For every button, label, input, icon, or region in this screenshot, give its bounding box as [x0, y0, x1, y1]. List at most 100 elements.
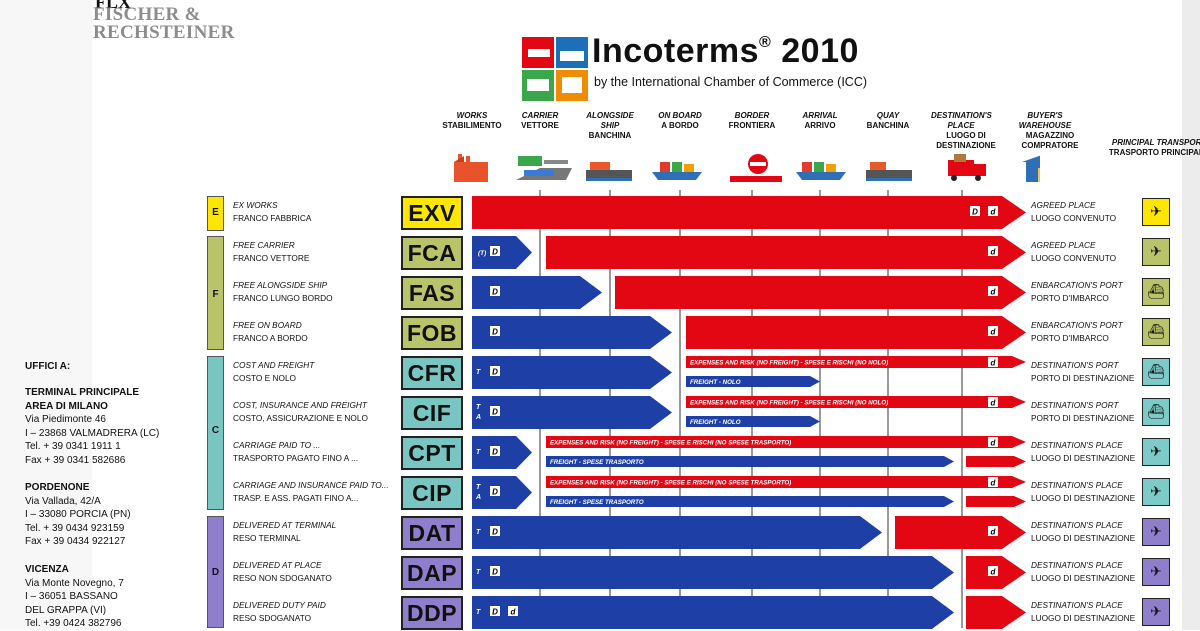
column-header-en: WORKS	[456, 111, 488, 120]
fob-d-marker	[490, 326, 500, 336]
incoterm-name-en: EX WORKS	[233, 200, 278, 210]
office-line: I – 23868 VALMADRERA (LC)	[25, 427, 160, 439]
delivery-marker-d-label: d	[991, 208, 997, 217]
delivery-marker-d	[988, 206, 998, 216]
cif-risk-label: EXPENSES AND RISK (NO FREIGHT) - SPESE E…	[690, 400, 888, 407]
destination-label-cpt: DESTINATION'S PLACE LUOGO DI DESTINAZIONE	[1031, 439, 1135, 465]
destination-label-exv: AGREED PLACE LUOGO CONVENUTO	[1031, 199, 1116, 225]
dat-buyer-d-marker-label: d	[991, 528, 997, 537]
page-title: Incoterms® 2010	[592, 32, 859, 70]
incoterm-name-en: COST, INSURANCE AND FREIGHT	[233, 400, 367, 410]
incoterm-name-it: TRASPORTO PAGATO FINO A ...	[233, 453, 359, 463]
column-header-2: ALONGSIDE SHIP BANCHINA	[580, 111, 640, 141]
cip-risk-label: EXPENSES AND RISK (NO FREIGHT) - SPESE E…	[550, 480, 791, 487]
transport-header-en: PRINCIPAL TRANSPORT	[1111, 138, 1200, 147]
cif-d-marker	[490, 406, 500, 416]
incoterm-name-exv: EX WORKS FRANCO FABBRICA	[233, 199, 311, 225]
cif-risk-bar	[686, 396, 1026, 408]
company-logo-mark: FLX	[95, 0, 131, 12]
incoterm-name-cif: COST, INSURANCE AND FREIGHT COSTO, ASSICU…	[233, 399, 368, 425]
column-header-5: ARRIVAL ARRIVO	[803, 111, 838, 131]
dap-t-marker: T	[476, 569, 481, 576]
cfr-d-marker	[490, 366, 500, 376]
multimodal-transport-icon: ✈	[1142, 478, 1170, 506]
cpt-buyer-d-marker	[988, 437, 998, 447]
incoterm-name-it: FRANCO LUNGO BORDO	[233, 293, 333, 303]
destination-label-dat: DESTINATION'S PLACE LUOGO DI DESTINAZIONE	[1031, 519, 1135, 545]
title-year: 2010	[781, 32, 859, 70]
incoterm-name-it: COSTO, ASSICURAZIONE E NOLO	[233, 413, 368, 423]
cip-a-marker: A	[475, 494, 481, 501]
dat-t-marker: T	[476, 529, 481, 536]
column-header-4: BORDER FRONTIERA	[729, 111, 776, 131]
column-header-en: CARRIER	[521, 111, 559, 120]
office-line: PORDENONE	[25, 482, 90, 493]
fca-d-marker	[490, 246, 500, 256]
incoterm-name-cpt: CARRIAGE PAID TO ... TRASPORTO PAGATO FIN…	[233, 439, 358, 465]
multimodal-transport-icon: ✈	[1142, 438, 1170, 466]
column-header-en: BORDER	[734, 111, 770, 120]
group-f-box: F	[207, 236, 224, 350]
column-header-it: FRONTIERA	[728, 121, 776, 130]
destination-en: DESTINATION'S PLACE	[1031, 440, 1123, 450]
destination-it: LUOGO DI DESTINAZIONE	[1031, 533, 1136, 543]
incoterm-name-en: DELIVERED DUTY PAID	[233, 600, 326, 610]
destination-label-ddp: DESTINATION'S PLACE LUOGO DI DESTINAZIONE	[1031, 599, 1135, 625]
destination-label-cip: DESTINATION'S PLACE LUOGO DI DESTINAZIONE	[1031, 479, 1135, 505]
destination-label-dap: DESTINATION'S PLACE LUOGO DI DESTINAZIONE	[1031, 559, 1135, 585]
group-f-letter: F	[212, 289, 219, 300]
warehouse-icon	[1022, 155, 1040, 182]
incoterm-code-ddp: DDP	[401, 596, 463, 630]
destination-label-fob: ENBARCATION'S PORT PORTO D'IMBARCO	[1031, 319, 1123, 345]
delivery-marker-label: D	[972, 208, 978, 217]
alongside-ship-icon	[586, 162, 632, 181]
column-header-en: ON BOARD	[658, 111, 702, 120]
office-vicenza: VICENZA Via Monte Novegno, 7 I – 36051 BAS…	[25, 563, 124, 631]
destination-it: LUOGO CONVENUTO	[1031, 253, 1117, 263]
incoterm-name-en: CARRIAGE AND INSURANCE PAID TO...	[233, 480, 389, 490]
cip-d-marker-label: D	[492, 488, 498, 497]
incoterms-logo-icon	[522, 37, 588, 101]
dat-d-marker-label: D	[492, 528, 498, 537]
company-logo-text: FISCHER & RECHSTEINER	[93, 5, 235, 42]
incoterm-code-fas: FAS	[401, 276, 463, 310]
cpt-buyer-d-marker-label: d	[991, 439, 997, 448]
registered-mark: ®	[759, 34, 772, 51]
cpt-risk-label: EXPENSES AND RISK (NO FREIGHT) - SPESE E…	[550, 440, 791, 447]
destination-it: PORTO D'IMBARCO	[1031, 293, 1109, 303]
destination-en: AGREED PLACE	[1031, 240, 1096, 250]
column-header-it: STABILIMENTO	[442, 121, 502, 130]
incoterm-name-it: FRANCO A BORDO	[233, 333, 308, 343]
offices-block: UFFICI A:	[25, 360, 70, 374]
cpt-risk-bar	[546, 436, 1026, 448]
destination-truck-icon	[948, 154, 986, 181]
cfr-buyer-d-marker	[988, 357, 998, 367]
destination-it: LUOGO DI DESTINAZIONE	[1031, 573, 1136, 583]
ddp-d-marker-label: D	[492, 608, 498, 617]
incoterm-name-en: DELIVERED AT TERMINAL	[233, 520, 337, 530]
cfr-seller-bar	[472, 356, 672, 389]
transport-header: PRINCIPAL TRANSPORT TRASPORTO PRINCIPALE	[1109, 138, 1200, 158]
cpt-unload-bar	[966, 456, 1026, 467]
cfr-freight-bar	[686, 376, 820, 387]
column-header-7: DESTINATION'S PLACE LUOGO DI DESTINAZIONE	[931, 111, 1001, 151]
destination-en: DESTINATION'S PLACE	[1031, 600, 1123, 610]
incoterm-code-fca: FCA	[401, 236, 463, 270]
office-line: Via Piedimonte 46	[25, 414, 106, 425]
destination-it: LUOGO DI DESTINAZIONE	[1031, 493, 1136, 503]
column-header-0: WORKS STABILIMENTO	[442, 111, 501, 131]
office-line: Via Monte Novegno, 7	[25, 577, 124, 589]
incoterm-code-cip: CIP	[401, 476, 463, 510]
destination-label-fca: AGREED PLACE LUOGO CONVENUTO	[1031, 239, 1116, 265]
fob-buyer-d-marker-label: d	[991, 328, 997, 337]
fas-buyer-bar	[615, 276, 1026, 309]
cif-freight-bar	[686, 416, 820, 427]
group-e-box: E	[207, 196, 224, 231]
cpt-d-marker-label: D	[492, 448, 498, 457]
fca-buyer-d-marker-label: d	[991, 248, 997, 257]
dap-d-marker	[490, 566, 500, 576]
fob-d-marker-label: D	[492, 328, 498, 337]
incoterm-name-en: COST AND FREIGHT	[233, 360, 315, 370]
ddp-seller-bar	[472, 596, 954, 629]
